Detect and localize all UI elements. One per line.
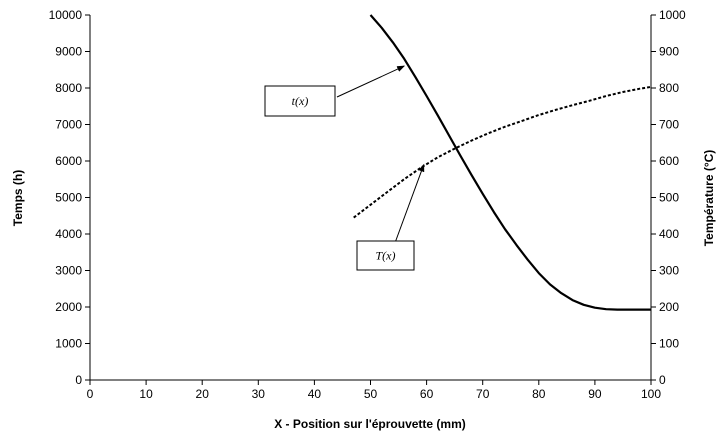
y-tick-label: 6000: [55, 154, 82, 168]
y-tick-label: 1000: [55, 337, 82, 351]
y-tick-label: 5000: [55, 191, 82, 205]
annotation-label: T(x): [376, 249, 396, 263]
left-y-axis-ticks: 0 1000 2000 3000 4000 5000 6000 7000 8000 9000 100…: [49, 8, 90, 387]
y-tick-label: 10000: [49, 8, 83, 22]
annotation-arrow: [336, 65, 406, 98]
y-tick-label: 3000: [55, 264, 82, 278]
y2-tick-label: 900: [659, 45, 679, 59]
y2-tick-label: 700: [659, 118, 679, 132]
left-y-axis-title: Temps (h): [11, 170, 25, 226]
y-tick-label: 7000: [55, 118, 82, 132]
y-tick-label: 0: [75, 373, 82, 387]
x-tick-label: 30: [252, 387, 266, 401]
x-tick-label: 60: [420, 387, 434, 401]
right-y-axis-ticks: 0 100 200 300 400 500 600 700 800 900 1000: [651, 8, 686, 387]
y2-tick-label: 1000: [659, 8, 686, 22]
x-tick-label: 50: [364, 387, 378, 401]
x-tick-label: 10: [139, 387, 153, 401]
x-tick-label: 100: [641, 387, 661, 401]
y2-tick-label: 800: [659, 81, 679, 95]
y2-tick-label: 400: [659, 227, 679, 241]
x-axis-title: X - Position sur l'éprouvette (mm): [274, 417, 466, 431]
x-axis-ticks: 0 10 20 30 40 50 60 70 80 90 100: [87, 380, 661, 401]
annotation-box: [356, 240, 415, 271]
time-series-line: [369, 14, 651, 311]
y2-tick-label: 600: [659, 154, 679, 168]
y-tick-label: 9000: [55, 45, 82, 59]
y-tick-label: 8000: [55, 81, 82, 95]
annotation-box: [264, 85, 336, 117]
x-tick-label: 0: [87, 387, 94, 401]
y-tick-label: 2000: [55, 300, 82, 314]
x-tick-label: 20: [196, 387, 210, 401]
y2-tick-label: 0: [659, 373, 666, 387]
y2-tick-label: 300: [659, 264, 679, 278]
x-tick-label: 40: [308, 387, 322, 401]
x-tick-label: 70: [476, 387, 490, 401]
temperature-series-line: [353, 85, 652, 219]
x-tick-label: 80: [532, 387, 546, 401]
annotations: t(x) T(x): [264, 65, 425, 271]
plot-area: [90, 15, 651, 380]
x-tick-label: 90: [588, 387, 602, 401]
y2-tick-label: 100: [659, 337, 679, 351]
y2-tick-label: 500: [659, 191, 679, 205]
series-layer: [353, 14, 652, 311]
y-tick-label: 4000: [55, 227, 82, 241]
y2-tick-label: 200: [659, 300, 679, 314]
right-y-axis-title: Température (°C): [702, 150, 716, 247]
annotation-label: t(x): [292, 94, 309, 108]
annotation-arrow: [391, 163, 425, 252]
